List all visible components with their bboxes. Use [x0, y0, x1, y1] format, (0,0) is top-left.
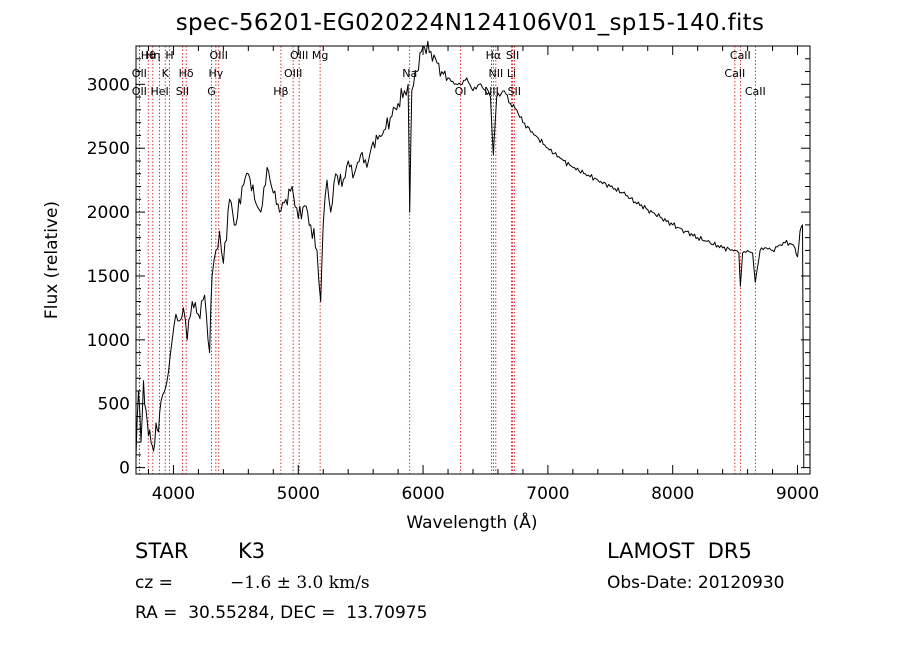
line-marker-label: Li	[507, 67, 516, 80]
spectrum-line	[135, 40, 805, 468]
x-tick-label: 8000	[651, 484, 694, 504]
line-marker-label: Hβ	[273, 85, 288, 98]
line-marker-labels: Hθ OII OII HηK HeI H Hδ SII OIII Hγ G OIII OIII Hβ Mg N…	[132, 49, 766, 98]
line-marker-label: Hη	[145, 49, 160, 62]
line-marker-label: Hα	[486, 49, 502, 62]
x-tick-label: 4000	[152, 484, 195, 504]
line-marker-label: NII	[484, 85, 499, 98]
y-tick-label: 1500	[87, 267, 130, 287]
line-marker-label: Hδ	[179, 67, 194, 80]
line-marker-label: G	[207, 85, 216, 98]
line-marker-label: Hγ	[208, 67, 223, 80]
line-marker-label: OI	[455, 85, 467, 98]
chart-title: spec-56201-EG020224N124106V01_sp15-140.f…	[175, 10, 765, 36]
line-marker-label: OIII	[210, 49, 228, 62]
spectrum-series	[135, 40, 805, 468]
y-axis: 0 500 1000 1500 2000 2500 3000	[87, 58, 810, 479]
line-marker-label: CaII	[745, 85, 766, 98]
object-class: STAR	[135, 539, 189, 563]
object-subclass: K3	[238, 539, 266, 563]
x-tick-label: 5000	[277, 484, 320, 504]
survey-name: LAMOST DR5	[607, 539, 752, 563]
line-marker-label: Hθ	[141, 49, 156, 62]
line-marker-label: NII	[488, 67, 503, 80]
y-tick-label: 2000	[87, 203, 130, 223]
plot-frame	[135, 45, 811, 475]
line-marker-label: Na	[402, 67, 417, 80]
line-marker-label: CaII	[724, 67, 745, 80]
x-tick-label: 7000	[526, 484, 569, 504]
line-marker-label: SII	[506, 49, 519, 62]
y-tick-label: 1000	[87, 331, 130, 351]
line-marker-label: SII	[176, 85, 189, 98]
line-marker-label: Mg	[312, 49, 328, 62]
cz-value: −1.6 ± 3.0 km/s	[230, 573, 370, 593]
x-axis-label: Wavelength (Å)	[406, 511, 537, 533]
x-axis: 4000 5000 6000 7000 8000 9000	[147, 46, 819, 504]
observation-date: Obs-Date: 20120930	[607, 573, 785, 593]
y-tick-label: 0	[119, 459, 130, 479]
y-tick-label: 500	[98, 395, 130, 415]
x-tick-label: 9000	[776, 484, 819, 504]
line-marker-label: CaII	[730, 49, 751, 62]
line-marker-label: H	[165, 49, 173, 62]
line-markers	[138, 46, 756, 474]
line-marker-label: HeI	[150, 85, 168, 98]
line-marker-label: OII	[132, 85, 147, 98]
cz-label: cz =	[135, 573, 179, 593]
y-tick-label: 3000	[87, 75, 130, 95]
y-tick-label: 2500	[87, 139, 130, 159]
x-tick-label: 6000	[401, 484, 444, 504]
y-axis-label: Flux (relative)	[42, 201, 62, 319]
line-marker-label: OIII	[284, 67, 302, 80]
line-marker-label: OII	[132, 67, 147, 80]
line-marker-label: SII	[508, 85, 521, 98]
coordinates: RA = 30.55284, DEC = 13.70975	[135, 603, 428, 623]
line-marker-label: K	[162, 67, 170, 80]
line-marker-label: OIII	[290, 49, 308, 62]
